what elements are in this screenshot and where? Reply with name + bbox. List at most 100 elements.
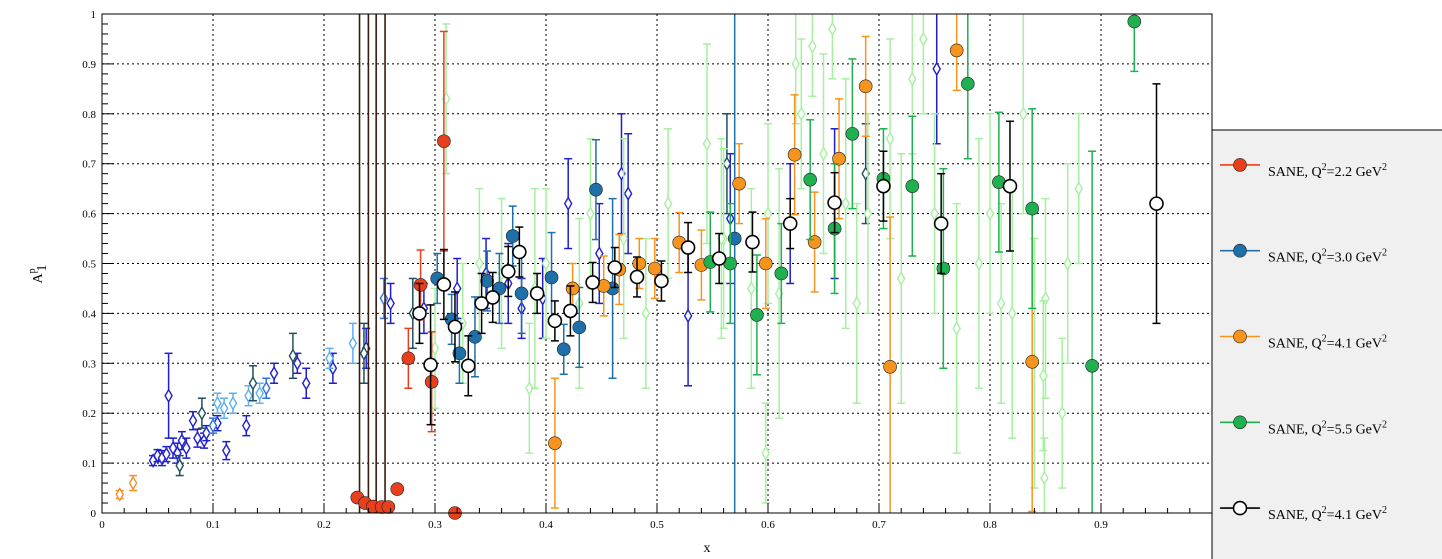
background-point: [1074, 113, 1084, 265]
sane-data-points: [350, 14, 1164, 520]
background-point: [808, 14, 817, 98]
background-point: [244, 385, 253, 407]
background-point-marker: [985, 206, 995, 221]
y-tick-label: 0: [91, 508, 97, 520]
series-5-point-marker: [485, 290, 501, 305]
series-5-point: [782, 197, 798, 250]
background-point-marker: [541, 256, 551, 271]
background-point-marker: [1038, 368, 1048, 384]
legend-label: SANE, Q2=4.1 GeV2: [1268, 505, 1387, 523]
y-tick-label: 0.8: [82, 109, 96, 121]
background-point: [197, 397, 207, 429]
series-1-point: [437, 30, 451, 252]
background-point: [617, 113, 626, 235]
series-5-point: [474, 272, 489, 335]
background-point-marker: [162, 446, 171, 462]
series-2-point: [589, 138, 603, 241]
legend-entry: SANE, Q2=5.5 GeV2: [1220, 415, 1387, 437]
y-tick-label: 0.5: [82, 259, 96, 271]
background-point: [896, 152, 906, 404]
background-point: [182, 437, 191, 459]
series-5-point: [629, 256, 645, 298]
series-4-point: [845, 58, 860, 210]
background-point-marker: [1057, 405, 1067, 421]
x-tick-label: 0.3: [428, 519, 442, 531]
series-3-point-marker: [858, 79, 873, 94]
series-1-point: [424, 331, 439, 433]
legend-label: SANE, Q2=3.0 GeV2: [1268, 248, 1387, 266]
x-tick-label: 0.5: [650, 519, 664, 531]
background-point-marker: [885, 131, 895, 147]
series-5-point-marker: [654, 273, 669, 289]
background-point-marker: [952, 320, 962, 336]
series-5-point-marker: [782, 216, 798, 231]
series-2-point-marker: [514, 286, 529, 301]
legend-entry: SANE, Q2=2.2 GeV2: [1220, 158, 1387, 180]
background-point-marker: [325, 350, 334, 366]
series-5-point-marker: [423, 357, 438, 373]
background-point-marker: [164, 388, 173, 404]
background-point-marker: [919, 31, 928, 47]
series-1-point: [401, 327, 416, 389]
background-point: [193, 428, 202, 448]
background-point: [623, 133, 633, 255]
legend-entry: SANE, Q2=4.1 GeV2: [1220, 329, 1387, 352]
series-2-point-marker: [480, 274, 494, 288]
background-point: [563, 157, 573, 250]
background-point-marker: [348, 335, 358, 351]
background-point-marker: [747, 281, 756, 296]
background-point: [985, 113, 995, 315]
background-point-marker: [819, 146, 828, 162]
background-point-marker: [193, 430, 202, 446]
series-5-point: [1002, 120, 1018, 252]
background-point-marker: [202, 425, 211, 441]
y-tick-label: 0.6: [82, 209, 96, 221]
y-tick-label: 0.7: [82, 159, 96, 171]
series-1-point-marker: [424, 374, 439, 389]
series-5-point-marker: [563, 303, 578, 319]
series-3-point-marker: [883, 359, 897, 374]
series-5-point: [745, 211, 760, 273]
series-3-point: [858, 35, 873, 138]
series-4-point: [723, 202, 738, 325]
background-point-marker: [1018, 106, 1028, 122]
series-5-point: [547, 300, 563, 342]
background-point: [763, 123, 773, 305]
series-1-point-marker: [390, 482, 405, 496]
series-2-point: [572, 286, 587, 369]
series-3-point: [732, 142, 746, 225]
y-tick-label: 0.3: [82, 358, 96, 370]
series-4-point: [750, 254, 764, 376]
series-2-point-marker: [589, 182, 603, 197]
series-4-point-marker: [1127, 14, 1142, 29]
background-point-marker: [208, 418, 218, 434]
series-4-point: [905, 115, 920, 257]
background-point-marker: [244, 388, 253, 404]
series-3-point-marker: [548, 436, 562, 450]
series-1-point-marker: [381, 500, 396, 514]
background-point: [248, 365, 258, 402]
background-point-marker: [1063, 256, 1073, 271]
series-3-point: [548, 377, 562, 509]
background-point: [828, 14, 837, 80]
series-1-point-marker: [437, 134, 451, 149]
background-point-marker: [1074, 181, 1084, 197]
series-5-point: [827, 171, 842, 234]
x-tick-label: 0.6: [761, 519, 775, 531]
series-5-point-marker: [500, 264, 516, 279]
series-3-point: [832, 98, 846, 220]
background-point-marker: [702, 136, 712, 152]
legend-marker: [1233, 415, 1247, 430]
background-point-marker: [359, 345, 369, 361]
background-point-marker: [261, 380, 271, 396]
series-3-point: [787, 94, 802, 216]
x-tick-label: 0.4: [539, 519, 553, 531]
background-point-marker: [623, 186, 633, 202]
background-point: [919, 14, 928, 115]
series-3-point: [949, 14, 964, 92]
legend-marker: [1233, 243, 1247, 258]
background-point-marker: [301, 375, 311, 391]
legend-marker: [1233, 158, 1247, 172]
background-point: [261, 377, 271, 399]
